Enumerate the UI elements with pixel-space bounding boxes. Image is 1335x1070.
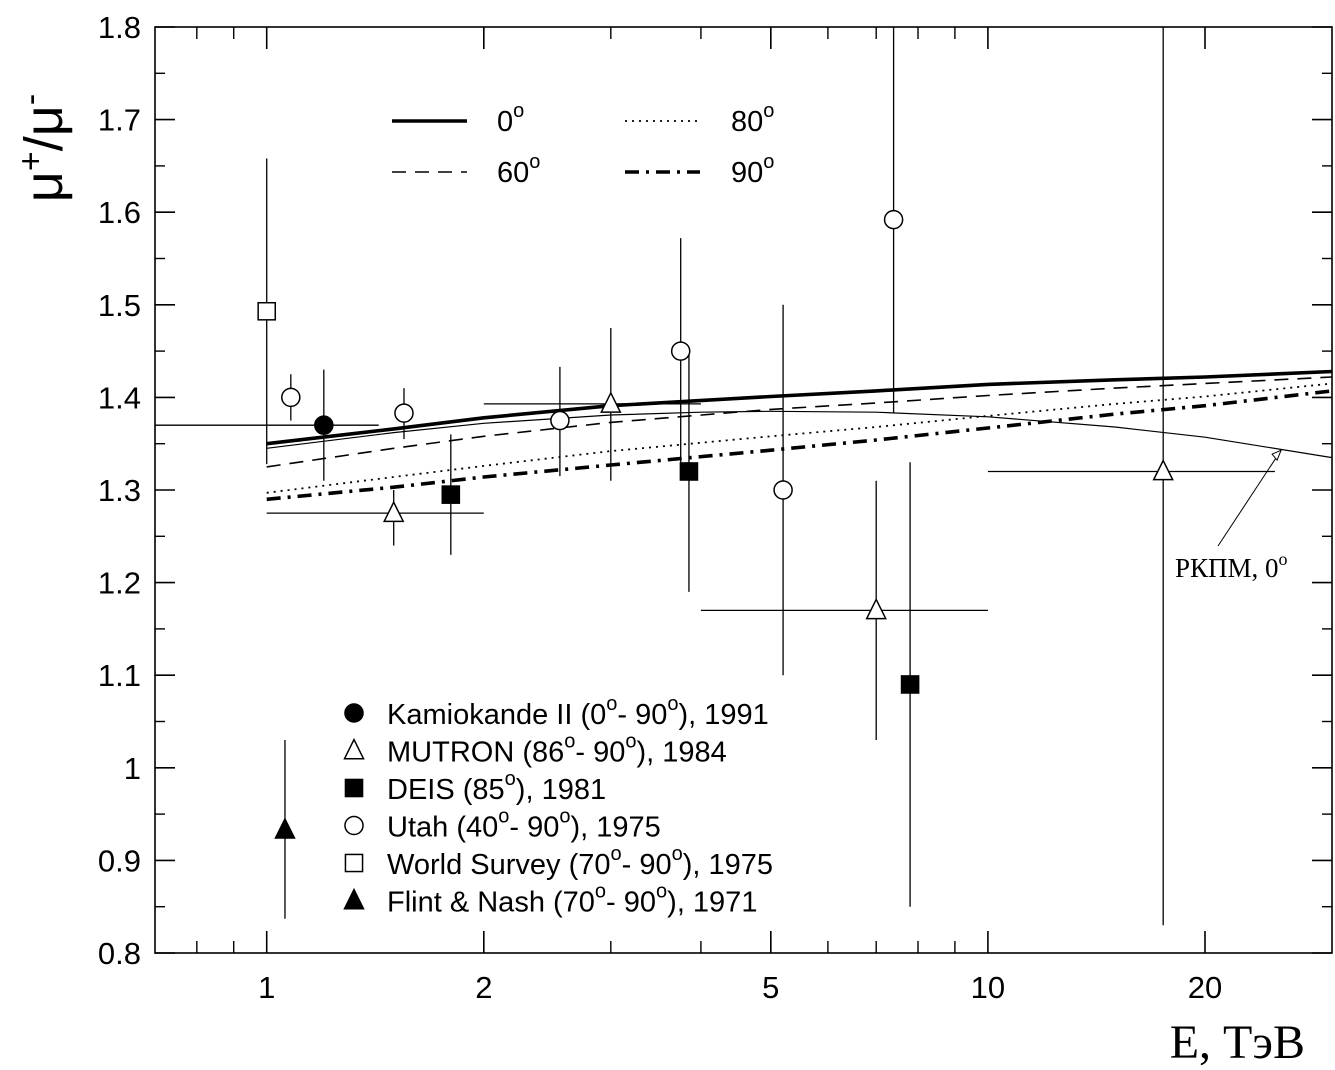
- data-point-open-triangle: [600, 391, 622, 413]
- data-point-open-square: [257, 301, 277, 321]
- legend-series-label: Kamiokande II (0o- 90o), 1991: [387, 693, 769, 731]
- data-point-filled-circle: [314, 415, 334, 435]
- y-tick-label: 0.8: [98, 936, 141, 971]
- y-tick-label: 0.9: [98, 843, 141, 878]
- legend-layer: 0o 60o 80o 90o Kamiokande II (0o- 90o), 1991…: [343, 100, 774, 919]
- curve-solid: [266, 369, 1333, 446]
- x-tick-label: 1: [258, 970, 275, 1005]
- error-bars-layer: [155, 27, 1275, 926]
- curve-dashed: [266, 376, 1333, 468]
- text-layer: 0.8 0.9 1 1.1 1.2 1.3 1.4 1.5 1.6 1.7 1.8 1 2 5 10 20 E,…: [12, 10, 1305, 1069]
- curve-thin: [266, 410, 1333, 459]
- annotation-arrow-head: [1271, 449, 1283, 462]
- legend-marker-open-square: [344, 853, 364, 873]
- legend-series-label: Flint & Nash (70o- 90o), 1971: [387, 881, 757, 919]
- legend-line-label: 90o: [731, 151, 774, 189]
- data-point-open-circle: [670, 341, 691, 361]
- data-point-filled-square: [900, 675, 920, 694]
- data-point-open-circle: [773, 480, 793, 500]
- data-point-open-circle: [281, 387, 301, 408]
- y-tick-label: 1.1: [98, 658, 141, 693]
- data-point-open-circle: [883, 209, 904, 230]
- x-tick-label: 2: [475, 970, 492, 1005]
- y-tick-label: 1.6: [98, 195, 141, 230]
- data-point-open-circle: [550, 410, 570, 431]
- curves-layer: [266, 369, 1333, 502]
- legend-series-label: MUTRON (86o- 90o), 1984: [387, 731, 727, 769]
- legend-line-label: 0o: [497, 100, 524, 138]
- annotation-label: РКПМ, 0o: [1175, 549, 1288, 583]
- data-point-open-triangle: [865, 597, 887, 620]
- data-point-filled-square: [441, 485, 461, 504]
- y-axis-title: μ+/μ-: [12, 94, 74, 202]
- x-tick-label: 5: [762, 970, 779, 1005]
- data-point-open-circle: [394, 403, 414, 423]
- y-tick-label: 1.8: [98, 10, 141, 45]
- curve-dashdot: [266, 389, 1333, 502]
- data-point-filled-triangle: [274, 817, 296, 839]
- legend-series-label: DEIS (85o), 1981: [387, 768, 606, 806]
- legend-marker-open-circle: [344, 815, 364, 836]
- legend-series-label: Utah (40o- 90o), 1975: [387, 806, 661, 844]
- legend-marker-open-triangle: [343, 737, 365, 760]
- y-tick-label: 1.2: [98, 566, 141, 601]
- data-point-open-triangle: [1152, 458, 1174, 481]
- legend-line-label: 60o: [497, 151, 540, 189]
- legend-marker-filled-circle: [344, 703, 364, 723]
- annotation-arrow-line: [1217, 449, 1282, 547]
- x-tick-label: 10: [971, 970, 1005, 1005]
- curve-dotted: [266, 382, 1333, 494]
- x-tick-label: 20: [1188, 970, 1222, 1005]
- y-tick-label: 1.5: [98, 288, 141, 323]
- x-axis-title: E, ТэВ: [1170, 1016, 1305, 1069]
- y-tick-label: 1.4: [98, 380, 141, 415]
- legend-marker-filled-square: [344, 778, 364, 798]
- legend-marker-filled-triangle: [343, 887, 365, 910]
- legend-series-label: World Survey (70o- 90o), 1975: [387, 843, 773, 881]
- legend-line-label: 80o: [731, 100, 774, 138]
- y-tick-label: 1.3: [98, 473, 141, 508]
- y-tick-label: 1.7: [98, 103, 141, 138]
- markers-layer: [257, 209, 1174, 839]
- data-point-filled-square: [679, 462, 699, 481]
- y-tick-label: 1: [124, 751, 141, 786]
- axes-layer: [154, 26, 1333, 954]
- data-point-open-triangle: [382, 500, 405, 523]
